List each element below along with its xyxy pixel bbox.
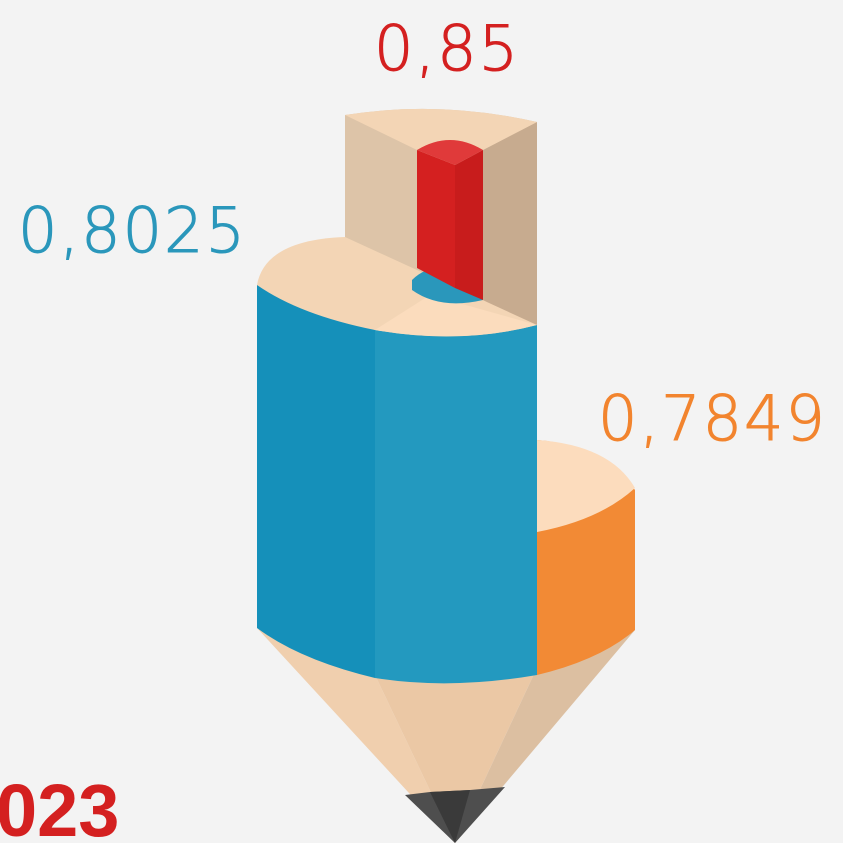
blue-right <box>375 325 537 683</box>
blue-left <box>257 285 375 678</box>
red-rod-right <box>455 150 483 300</box>
back-block-side <box>483 122 537 330</box>
label: 0,85 <box>374 12 520 85</box>
red-rod-left <box>417 150 455 288</box>
year: 023 <box>0 769 119 843</box>
label: 0,8025 <box>18 194 247 267</box>
label: 0,7849 <box>598 382 827 455</box>
infographic: 0,85 0,8025 0,7849 023 <box>0 0 843 843</box>
